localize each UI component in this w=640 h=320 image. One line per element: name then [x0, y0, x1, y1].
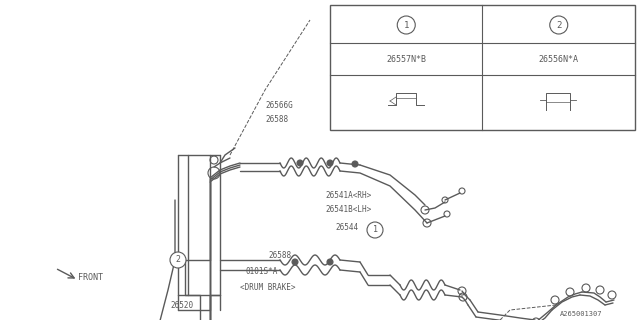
Circle shape: [397, 16, 415, 34]
Text: 26557N*B: 26557N*B: [387, 54, 426, 63]
Text: FRONT: FRONT: [78, 274, 103, 283]
Text: 26544: 26544: [335, 223, 358, 233]
Circle shape: [327, 160, 333, 166]
Text: 26588: 26588: [268, 251, 291, 260]
Text: 26566G: 26566G: [265, 100, 292, 109]
Bar: [330, 5, 635, 130]
Text: 26520: 26520: [170, 300, 193, 309]
Circle shape: [297, 160, 303, 166]
Text: 26541B<LH>: 26541B<LH>: [325, 205, 371, 214]
Text: 26588: 26588: [265, 116, 288, 124]
Circle shape: [170, 252, 186, 268]
Text: 2: 2: [175, 255, 180, 265]
Circle shape: [550, 16, 568, 34]
Text: 26556N*A: 26556N*A: [539, 54, 579, 63]
Text: 1: 1: [404, 20, 409, 29]
Text: A265001307: A265001307: [560, 311, 602, 317]
Text: 1: 1: [372, 226, 378, 235]
Text: 2: 2: [556, 20, 561, 29]
Text: 26541A<RH>: 26541A<RH>: [325, 190, 371, 199]
Circle shape: [367, 222, 383, 238]
Circle shape: [352, 161, 358, 167]
Text: 0101S*A: 0101S*A: [245, 268, 277, 276]
Circle shape: [327, 259, 333, 265]
Text: <DRUM BRAKE>: <DRUM BRAKE>: [240, 284, 296, 292]
Circle shape: [292, 259, 298, 265]
